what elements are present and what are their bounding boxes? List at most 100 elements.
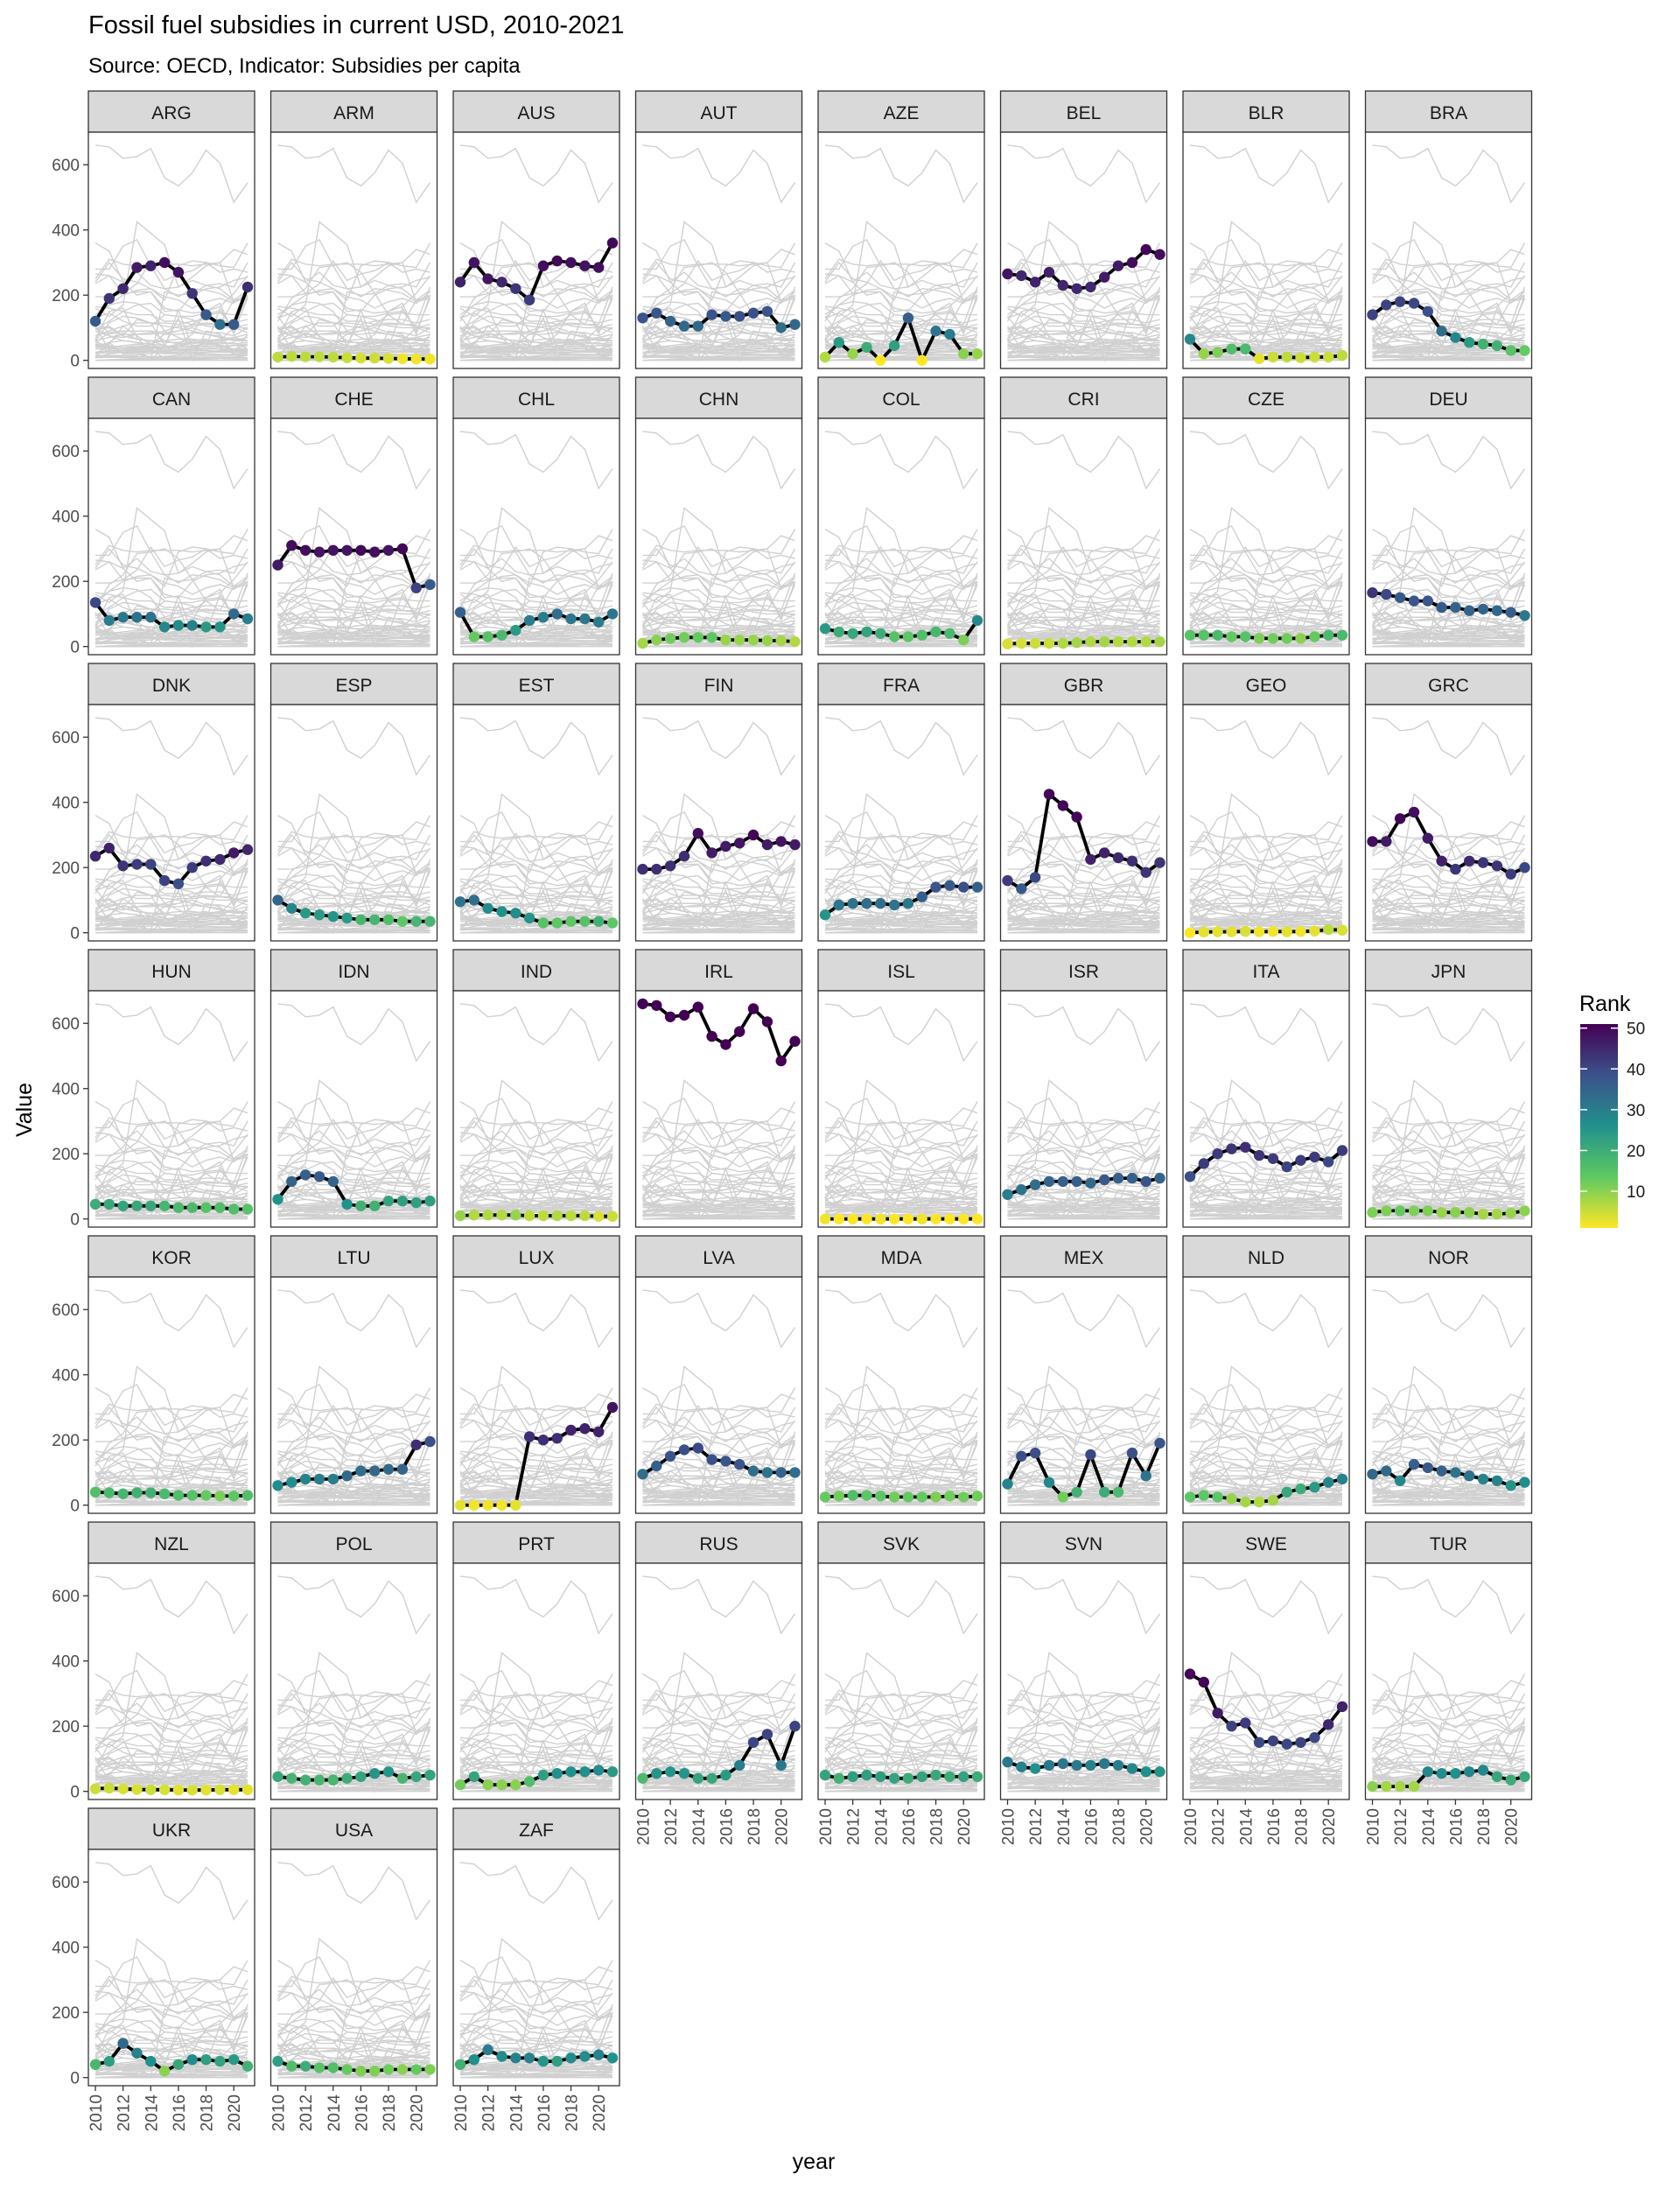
data-point-BRA-2021 <box>1519 345 1530 356</box>
background-line-LUX <box>825 262 978 361</box>
background-line-FRA <box>277 1170 430 1202</box>
background-line-UKR <box>277 2042 430 2073</box>
data-point-AZE-2010 <box>819 351 831 363</box>
facet-label: FRA <box>883 676 920 696</box>
data-point-MEX-2018 <box>1112 1486 1124 1498</box>
data-point-LUX-2021 <box>606 1401 619 1414</box>
background-line-FIN <box>1007 1690 1160 1729</box>
data-point-HUN-2017 <box>186 1202 198 1213</box>
data-point-NOR-2021 <box>1519 1477 1530 1488</box>
facet-label: CAN <box>152 389 191 410</box>
y-tick-label: 400 <box>52 1081 80 1099</box>
background-line-FIN <box>642 1118 795 1156</box>
data-point-UKR-2017 <box>186 2054 198 2066</box>
background-line-ITA <box>94 574 248 605</box>
background-line-MEX <box>1189 1442 1343 1498</box>
background-line-UKR <box>459 611 613 642</box>
background-line-DEU <box>459 878 613 902</box>
data-point-CRI-2013 <box>1043 637 1055 649</box>
background-line-ZAF <box>1372 618 1525 635</box>
background-line-IND <box>459 2073 612 2076</box>
data-point-MDA-2018 <box>930 1491 942 1503</box>
background-line-MDA <box>1007 922 1160 926</box>
data-point-GEO-2012 <box>1212 926 1223 937</box>
background-line-SVN <box>642 616 795 628</box>
facet-panel-LTU: LTU <box>270 1235 438 1514</box>
data-point-CZE-2019 <box>1309 631 1320 642</box>
facet-strip <box>999 949 1168 992</box>
data-point-BRA-2019 <box>1491 340 1503 352</box>
data-point-SVN-2013 <box>1043 1759 1055 1772</box>
y-tick-label: 0 <box>70 1498 80 1516</box>
background-line-FRA <box>642 1170 795 1202</box>
data-point-KOR-2020 <box>228 1491 240 1502</box>
background-line-DEU <box>459 2023 613 2047</box>
legend-colorbar <box>1580 1024 1618 1228</box>
background-line-NZL <box>1007 1215 1160 1218</box>
y-tick-label: 600 <box>52 1874 80 1892</box>
background-line-BEL <box>459 1393 613 1435</box>
data-point-CAN-2019 <box>214 621 226 633</box>
data-point-TUR-2012 <box>1394 1780 1406 1793</box>
background-line-FIN <box>1190 1690 1343 1729</box>
facet-strip <box>634 1235 803 1278</box>
x-axis: 2010 2012 2014 2016 2018 2020 <box>88 2086 244 2131</box>
data-point-LVA-2012 <box>664 1450 676 1463</box>
background-line-LUX <box>277 834 431 934</box>
background-line-DEU <box>1007 592 1160 616</box>
background-line-SVN <box>1372 902 1525 915</box>
background-line-MDA <box>642 1208 795 1212</box>
data-point-ESP-2018 <box>382 914 395 926</box>
x-tick-label: 2014 <box>872 1808 891 1846</box>
background-line-DEU <box>94 878 248 902</box>
background-line-ITA <box>94 1719 248 1750</box>
y-tick-label: 0 <box>70 1784 80 1802</box>
background-line-BEL <box>94 249 248 290</box>
data-point-NLD-2018 <box>1295 1483 1306 1495</box>
background-line-IRL <box>824 717 978 776</box>
background-line-FRA <box>277 598 430 629</box>
background-line-BEL <box>94 1680 248 1721</box>
data-point-GRC-2015 <box>1436 855 1447 866</box>
background-line-UKR <box>824 325 978 355</box>
background-line-GBR <box>459 1365 613 1463</box>
background-line-IRL <box>94 1575 248 1635</box>
background-line-IND <box>459 928 612 931</box>
background-line-MEX <box>276 584 431 640</box>
background-line-LUX <box>642 548 796 648</box>
data-point-CZE-2016 <box>1267 633 1279 644</box>
data-point-RUS-2013 <box>678 1768 690 1779</box>
background-line-DNK <box>642 274 795 312</box>
background-line-ZAF <box>642 618 795 635</box>
data-point-DNK-2021 <box>242 844 254 855</box>
y-tick-label: 200 <box>52 2004 80 2023</box>
data-point-JPN-2012 <box>1394 1205 1406 1217</box>
background-line-LVA <box>459 1161 612 1189</box>
background-line-FIN <box>1190 259 1343 298</box>
background-line-LUX <box>642 1407 796 1506</box>
background-line-MDA <box>824 1208 978 1212</box>
data-point-DNK-2020 <box>228 847 240 859</box>
data-point-RUS-2010 <box>637 1772 648 1785</box>
panel-border <box>634 990 803 1228</box>
facet-label: ESP <box>335 676 372 696</box>
facet-panel-PRT: PRT <box>452 1521 620 1800</box>
data-point-ITA-2018 <box>1295 1154 1306 1166</box>
data-point-EST-2014 <box>510 908 522 919</box>
data-point-PRT-2021 <box>606 1766 619 1778</box>
background-line-NZL <box>459 2073 612 2077</box>
panel-border <box>1182 1276 1350 1514</box>
data-point-CRI-2018 <box>1112 635 1124 648</box>
data-point-ARG-2021 <box>242 281 254 293</box>
facet-strip <box>1364 376 1533 419</box>
background-line-RUS <box>1007 294 1161 348</box>
data-point-KOR-2013 <box>131 1487 143 1498</box>
background-line-USA <box>459 2060 612 2072</box>
background-line-ITA <box>94 1433 248 1463</box>
data-point-SVN-2018 <box>1112 1759 1124 1772</box>
data-point-EST-2021 <box>606 917 619 929</box>
background-line-IND <box>94 1500 248 1504</box>
data-point-PRT-2018 <box>565 1766 577 1778</box>
